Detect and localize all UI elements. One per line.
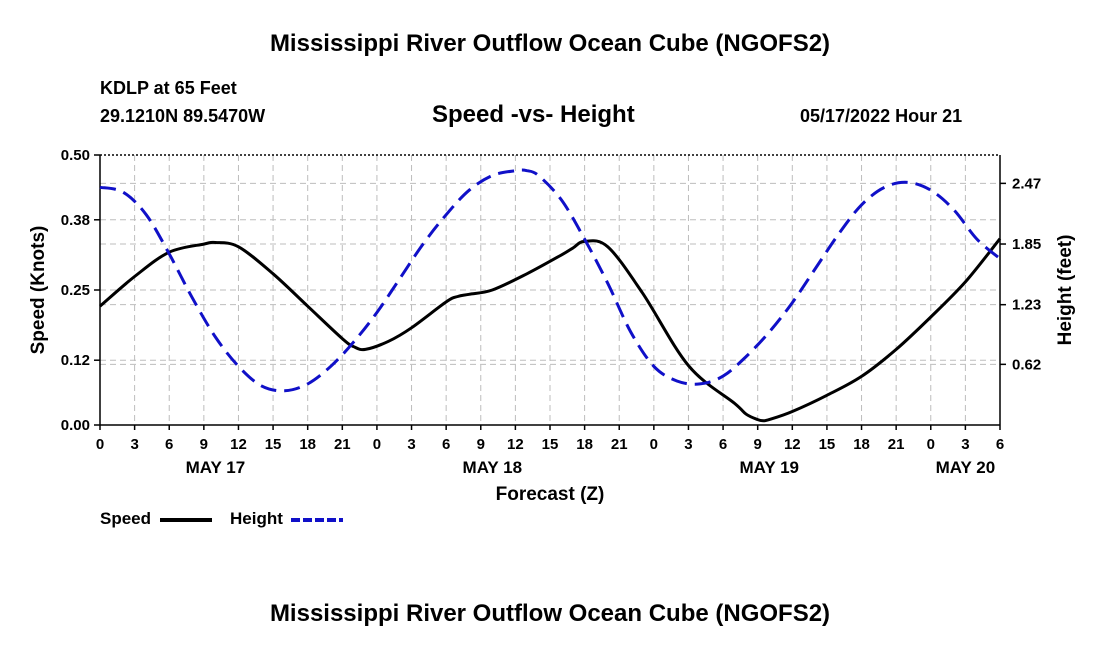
x-tick-label: 3	[407, 436, 415, 453]
x-tick-label: 3	[130, 436, 138, 453]
x-tick-label: 15	[542, 436, 559, 453]
x-tick-label: 21	[888, 436, 905, 453]
y-tick-label: 0.25	[61, 282, 90, 299]
main-title: Mississippi River Outflow Ocean Cube (NG…	[269, 30, 831, 57]
x-tick-label: 0	[373, 436, 381, 453]
station-coords: 29.1210N 89.5470W	[100, 106, 266, 126]
x-tick-label: 12	[784, 436, 801, 453]
legend-speed-label: Speed	[100, 509, 152, 528]
x-axis-title: Forecast (Z)	[496, 484, 605, 505]
x-tick-label: 9	[754, 436, 762, 453]
forecast-datetime: 05/17/2022 Hour 21	[800, 106, 963, 126]
y-tick-label: 0.00	[61, 417, 90, 434]
height-series-line	[99, 168, 1001, 393]
x-date-label: MAY 20	[936, 458, 996, 477]
speed-series-line	[99, 237, 1002, 423]
y-axis-title: Speed (Knots)	[28, 226, 49, 355]
x-tick-label: 15	[265, 436, 282, 453]
legend-height-swatch	[291, 518, 343, 522]
y-right-tick-label: 0.62	[1012, 356, 1041, 373]
x-tick-label: 0	[927, 436, 935, 453]
x-tick-label: 6	[165, 436, 173, 453]
x-tick-label: 0	[650, 436, 658, 453]
x-tick-label: 18	[853, 436, 870, 453]
x-tick-label: 3	[684, 436, 692, 453]
x-tick-label: 6	[719, 436, 727, 453]
y-tick-label: 0.38	[61, 212, 90, 229]
x-tick-label: 3	[961, 436, 969, 453]
footer-title: Mississippi River Outflow Ocean Cube (NG…	[269, 600, 831, 627]
legend-speed-swatch	[160, 518, 212, 522]
station-label: KDLP at 65 Feet	[100, 78, 237, 98]
x-tick-label: 12	[507, 436, 524, 453]
y-right-tick-label: 2.47	[1012, 175, 1041, 192]
y-axis-right-title: Height (feet)	[1055, 235, 1076, 346]
y-tick-label: 0.12	[61, 352, 90, 369]
y-tick-label: 0.50	[61, 147, 90, 164]
x-tick-label: 18	[576, 436, 593, 453]
chart-subtitle: Speed -vs- Height	[432, 101, 635, 128]
x-tick-label: 9	[200, 436, 208, 453]
x-date-label: MAY 17	[186, 458, 246, 477]
x-date-label: MAY 18	[463, 458, 523, 477]
y-right-tick-label: 1.85	[1012, 236, 1041, 253]
x-tick-label: 12	[230, 436, 247, 453]
x-date-label: MAY 19	[739, 458, 799, 477]
x-tick-label: 0	[96, 436, 104, 453]
x-tick-label: 6	[442, 436, 450, 453]
x-tick-label: 15	[819, 436, 836, 453]
legend-height-label: Height	[230, 509, 283, 528]
x-tick-label: 9	[477, 436, 485, 453]
y-right-tick-label: 1.23	[1012, 297, 1041, 314]
x-tick-label: 21	[611, 436, 628, 453]
x-tick-label: 6	[996, 436, 1004, 453]
x-tick-label: 18	[299, 436, 316, 453]
x-tick-label: 21	[334, 436, 351, 453]
